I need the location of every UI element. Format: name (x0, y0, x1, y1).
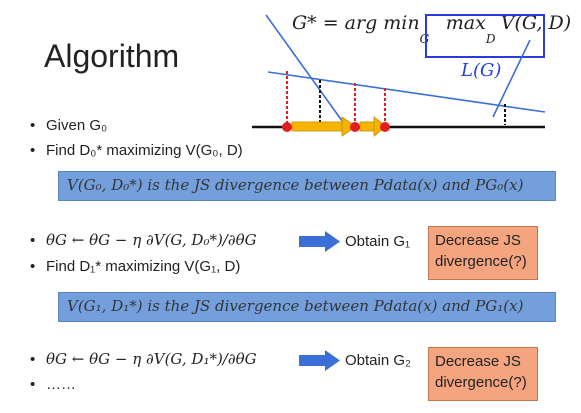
objective-formula: G* = arg minG maxD V(G, D) (292, 12, 572, 46)
callout-decrease-js-1: Decrease JS divergence(?) (428, 226, 538, 280)
max-highlight-box (425, 14, 545, 58)
block-arrow-2 (299, 350, 340, 371)
formula-max: max (445, 12, 486, 34)
bullet-find-d0-text: Find D₀* maximizing V(G₀, D) (46, 142, 243, 159)
bullet-given-g0: • Given G₀ (30, 117, 108, 134)
bullet-given-g0-text: Given G₀ (46, 117, 108, 134)
block-arrow-1 (299, 231, 340, 252)
note-2-text: V(G₁, D₁*) is the JS divergence between … (67, 297, 524, 315)
formula-right: V(G, D) (500, 12, 572, 34)
point-g1 (350, 122, 360, 132)
bullet-update-1: • θG ← θG − η ∂V(G, D₀*)/∂θG (30, 231, 257, 249)
yellow-arrow-2 (359, 116, 387, 137)
bullet-obtain-g1: Obtain G₁ (345, 233, 411, 250)
bullet-find-d1-text: Find D₁* maximizing V(G₁, D) (46, 258, 241, 275)
callout-decrease-js-2: Decrease JS divergence(?) (428, 347, 538, 401)
bullet-update-2: • θG ← θG − η ∂V(G, D₁*)/∂θG (30, 350, 257, 368)
formula-left: G* = arg min (292, 12, 420, 34)
curve-line-steep (265, 14, 346, 126)
curve-line-shallow (267, 71, 546, 113)
lg-label: L(G) (461, 60, 502, 81)
bullet-obtain-g2: Obtain G₂ (345, 352, 411, 369)
bullet-find-d0: • Find D₀* maximizing V(G₀, D) (30, 142, 243, 159)
formula-min-sub: G (419, 32, 430, 46)
bullet-find-d1: • Find D₁* maximizing V(G₁, D) (30, 258, 241, 275)
slide-title: Algorithm (44, 38, 180, 74)
note-1-text: V(G₀, D₀*) is the JS divergence between … (67, 176, 524, 194)
callout-2-line2: divergence(?) (435, 374, 527, 391)
bullet-update-2-text: θG ← θG − η ∂V(G, D₁*)/∂θG (46, 350, 257, 368)
callout-1-line2: divergence(?) (435, 253, 527, 270)
callout-2-line1: Decrease JS (435, 353, 521, 370)
yellow-arrow-1 (291, 116, 357, 137)
bullet-update-1-text: θG ← θG − η ∂V(G, D₀*)/∂θG (46, 231, 257, 249)
note-js-divergence-2: V(G₁, D₁*) is the JS divergence between … (58, 292, 556, 322)
bullet-ellipsis-text: …… (46, 376, 76, 393)
curve-line-right (492, 39, 531, 118)
bullet-ellipsis: •…… (30, 376, 76, 393)
point-g2 (380, 122, 390, 132)
callout-1-line1: Decrease JS (435, 232, 521, 249)
point-g0 (282, 122, 292, 132)
formula-max-sub: D (485, 32, 496, 46)
note-js-divergence-1: V(G₀, D₀*) is the JS divergence between … (58, 171, 556, 201)
